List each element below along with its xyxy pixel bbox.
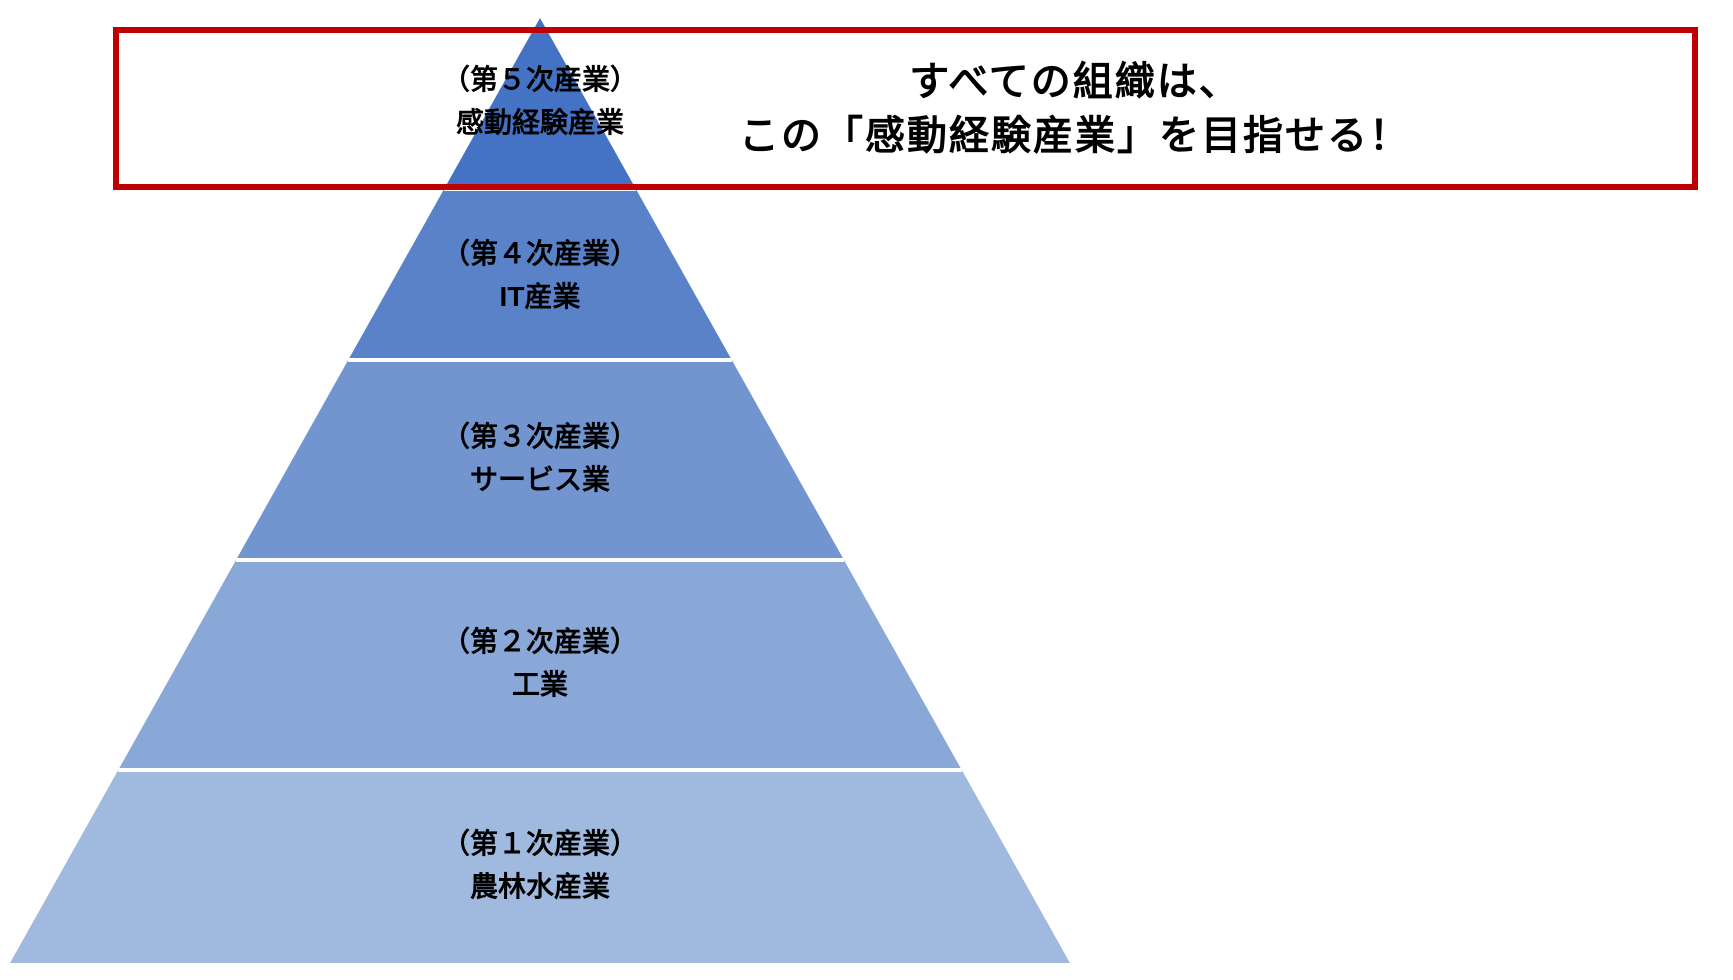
tier-1-subtitle: 農林水産業: [470, 871, 610, 902]
tier-2-title: （第２次産業）: [442, 626, 638, 657]
tier-4-title: （第４次産業）: [442, 238, 638, 269]
tier-2-label: （第２次産業） 工業: [442, 620, 638, 707]
tier-1-title: （第１次産業）: [442, 828, 638, 859]
tier-1-label: （第１次産業） 農林水産業: [442, 822, 638, 909]
tier-4-subtitle: IT産業: [500, 281, 581, 312]
callout-line-2: この「感動経験産業」を目指せる！: [739, 114, 1411, 158]
tier-4-label: （第４次産業） IT産業: [442, 232, 638, 319]
tier-3-title: （第３次産業）: [442, 421, 638, 452]
tier-3-subtitle: サービス業: [470, 464, 610, 495]
callout-message: すべての組織は、 この「感動経験産業」を目指せる！: [739, 55, 1411, 163]
tier-3-label: （第３次産業） サービス業: [442, 415, 638, 502]
callout-line-1: すべての組織は、: [909, 60, 1241, 104]
tier-2-subtitle: 工業: [512, 669, 568, 700]
diagram-stage: （第５次産業） 感動経験産業 （第４次産業） IT産業 （第３次産業） サービス…: [0, 0, 1733, 980]
